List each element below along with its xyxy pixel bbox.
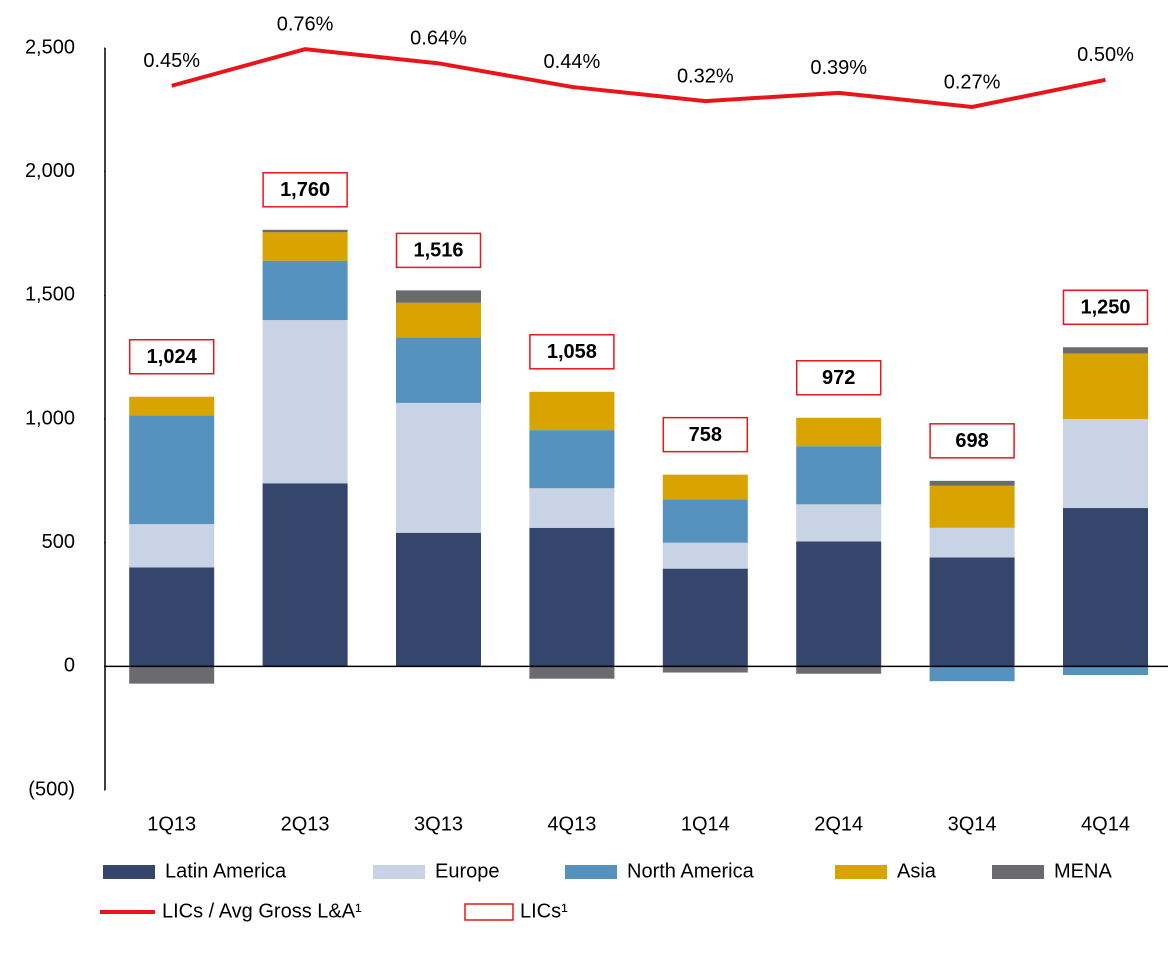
bar-segment (662, 568, 748, 667)
legend-label: Europe (435, 860, 500, 882)
bar-segment (796, 504, 882, 542)
y-tick-label: 1,000 (25, 407, 75, 429)
bar-segment (796, 417, 882, 447)
bar-segment (129, 396, 215, 416)
line-series (171, 47, 1106, 110)
legend-label: Latin America (165, 860, 287, 882)
line-data-label: 0.44% (544, 51, 601, 73)
bar-segment (662, 666, 748, 673)
bar-segment (396, 402, 481, 533)
line-data-label: 0.27% (944, 71, 1001, 93)
bar-segment (529, 488, 615, 528)
x-tick-label: 4Q14 (1081, 813, 1130, 835)
bar-segment (396, 302, 481, 338)
total-label: 1,024 (147, 346, 198, 368)
total-box (529, 334, 615, 370)
bar-segment (929, 485, 1015, 528)
x-tick-label: 3Q13 (414, 813, 463, 835)
legend-swatch (373, 865, 425, 879)
bar-segment (262, 229, 348, 233)
total-label: 1,760 (280, 179, 330, 201)
y-tick-label: 2,000 (25, 160, 75, 182)
bar-segment (1063, 666, 1148, 675)
x-tick-label: 1Q14 (681, 813, 730, 835)
bar-segment (262, 260, 348, 321)
legend-label: Asia (897, 860, 937, 882)
total-box (795, 360, 882, 396)
total-label: 972 (822, 367, 855, 389)
total-box (662, 416, 749, 453)
total-box (262, 172, 348, 208)
x-tick-label: 3Q14 (948, 813, 997, 835)
bar-segment (129, 415, 215, 525)
line-data-label: 0.32% (677, 65, 734, 87)
y-tick-label: 500 (42, 531, 75, 553)
y-tick-label: 2,500 (25, 36, 75, 58)
bar-segment (929, 527, 1015, 558)
bar-segment (662, 499, 748, 543)
bar-segment (129, 567, 215, 667)
line-data-label: 0.64% (410, 28, 467, 50)
legend-swatch (565, 865, 617, 879)
y-tick-label: 0 (64, 655, 75, 677)
bar-segment (529, 666, 615, 679)
bar-segment (262, 232, 348, 261)
bar-segment (396, 290, 481, 303)
total-label: 698 (955, 430, 988, 452)
bar-segment (529, 430, 615, 489)
bar-segment (262, 320, 348, 484)
bar-segment (1063, 508, 1148, 667)
legend-swatch (464, 903, 514, 921)
total-label: 1,250 (1080, 297, 1130, 319)
x-tick-label: 1Q13 (147, 813, 196, 835)
bar-segment (1063, 419, 1148, 509)
bar-segment (662, 542, 748, 569)
legend-label: LICs¹ (520, 900, 568, 922)
line-data-label: 0.50% (1077, 44, 1134, 66)
legend-label: North America (627, 860, 755, 882)
bar-segment (396, 337, 481, 403)
legend-swatch (992, 865, 1044, 879)
bar-segment (662, 474, 748, 500)
line-data-label: 0.39% (810, 57, 867, 79)
bar-segment (929, 480, 1015, 486)
x-tick-label: 2Q14 (814, 813, 863, 835)
bar-segment (929, 666, 1015, 682)
line-data-label: 0.76% (277, 13, 334, 35)
bar-segment (796, 541, 882, 667)
bar-segment (129, 666, 215, 684)
legend-label: LICs / Avg Gross L&A¹ (162, 900, 362, 922)
bar-segment (1063, 353, 1148, 419)
bar-segment (796, 446, 882, 505)
bar-segment (262, 483, 348, 667)
legend-swatch (835, 865, 887, 879)
bar-segment (1063, 347, 1148, 354)
line-data-label: 0.45% (143, 50, 200, 72)
bar-segment (529, 527, 615, 667)
y-tick-label: 1,500 (25, 284, 75, 306)
total-label: 1,058 (547, 341, 597, 363)
total-label: 1,516 (413, 240, 463, 262)
bar-segment (796, 666, 882, 674)
bar-segment (929, 557, 1015, 667)
legend-swatch (103, 865, 155, 879)
total-box (1062, 289, 1149, 326)
bar-segment (529, 391, 615, 431)
total-box (395, 232, 482, 269)
total-box (128, 338, 215, 375)
bar-segment (396, 532, 481, 667)
total-box (929, 423, 1015, 459)
bar-segment (129, 524, 215, 568)
x-tick-label: 4Q13 (547, 813, 596, 835)
y-tick-label: (500) (28, 778, 75, 800)
legend-label: MENA (1054, 860, 1112, 882)
total-label: 758 (689, 424, 722, 446)
x-tick-label: 2Q13 (281, 813, 330, 835)
